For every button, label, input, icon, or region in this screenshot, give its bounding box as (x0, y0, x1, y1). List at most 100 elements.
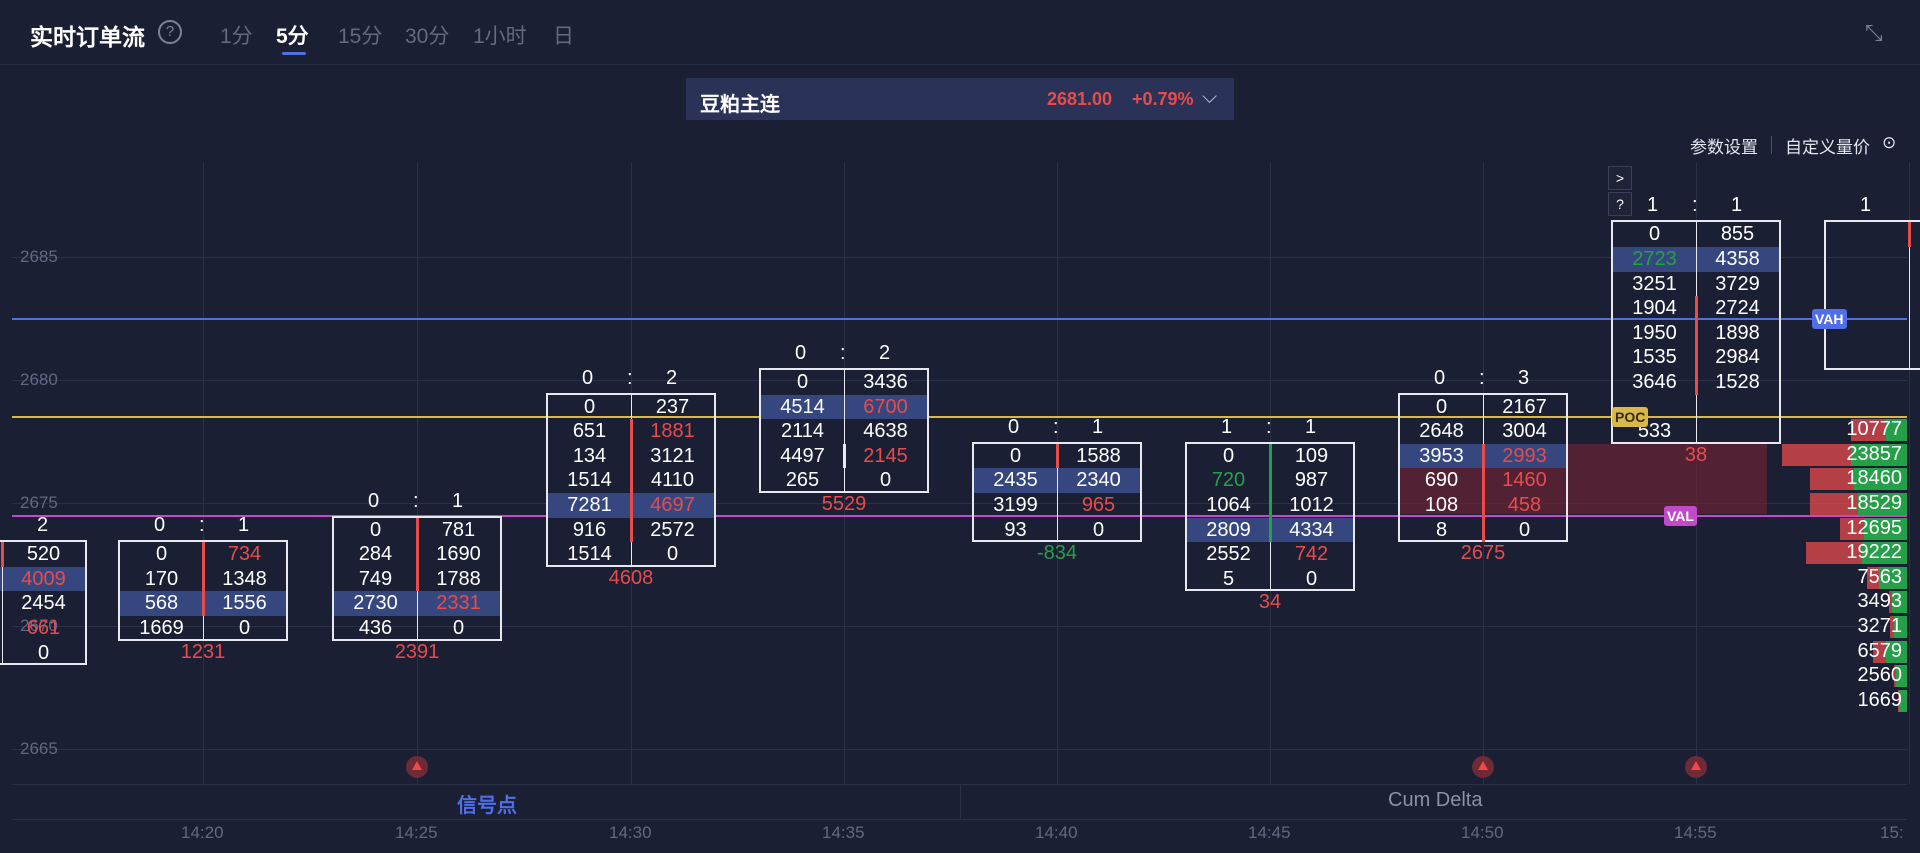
ask-volume: 4334 (1289, 518, 1334, 541)
footprint-row: 0 109 (1187, 444, 1353, 469)
volume-profile-value: 10777 (1846, 418, 1902, 441)
bar-ratio: 2 (0, 514, 87, 538)
volume-profile-value: 7563 (1857, 565, 1903, 588)
volume-profile-sell-segment (1879, 566, 1907, 589)
tab-30min[interactable]: 30分 (405, 25, 450, 48)
footprint-box[interactable]: 520 4009 2454 661 0 (0, 540, 87, 666)
bid-volume: 0 (369, 518, 382, 541)
tab-15min[interactable]: 15分 (338, 25, 383, 48)
footprint-row: 2648 3004 (1400, 419, 1566, 444)
ask-volume: 0 (666, 543, 679, 566)
footprint-box[interactable]: 0 855 2723 4358 3251 3729 1904 2724 1950 1898 1535… (1611, 220, 1781, 444)
grid-line-horizontal (12, 626, 1907, 628)
footprint-row: 7081 (1826, 247, 1920, 272)
volume-profile-buy-segment (1809, 493, 1859, 515)
volume-profile-sell-segment (1858, 493, 1907, 515)
ratio-colon: : (1053, 415, 1059, 438)
signal-point-icon[interactable] (406, 756, 428, 778)
footprint-box[interactable]: 0 781 284 1690 749 1788 2730 2331 436 0 (332, 515, 502, 641)
footprint-box[interactable]: 0 237 651 1881 134 3121 1514 4110 7281 4697 916 257… (546, 392, 716, 567)
ratio-left: 1 (1860, 194, 1872, 217)
x-axis-tick-label: 14:30 (609, 823, 652, 842)
volume-profile-sell-segment (1850, 443, 1907, 466)
ask-volume: 1460 (1502, 469, 1547, 492)
help-small-button[interactable]: ? (1608, 192, 1632, 216)
candle-body (1908, 222, 1911, 247)
x-axis-tick-label: 14:40 (1035, 823, 1078, 842)
signal-point-icon[interactable] (1685, 756, 1707, 778)
ask-volume: 0 (1305, 567, 1318, 590)
footprint-row: 3251 3729 (1613, 272, 1779, 297)
ratio-left: 1 (1647, 194, 1659, 217)
bid-volume: 1064 (1206, 493, 1251, 516)
settings-circle-icon[interactable]: ⊙ (1882, 133, 1897, 152)
ratio-left: 0 (1434, 366, 1446, 389)
bar-ratio: 1: 1 (1611, 194, 1781, 218)
product-selector[interactable]: 豆粕主连 2681.00 +0.79% ⌵ (686, 78, 1234, 120)
bar-ratio: 1 (1824, 194, 1920, 218)
ratio-right: 2 (879, 342, 891, 364)
custom-volume-price-button[interactable]: 自定义量价 (1785, 138, 1870, 157)
ask-volume: 1588 (1076, 444, 1121, 467)
tab-cum-delta[interactable]: Cum Delta (1388, 789, 1483, 811)
volume-profile-value: 3493 (1857, 590, 1903, 613)
chevron-down-icon[interactable]: ⌵ (1202, 86, 1218, 108)
footprint-row: 6980 (1826, 272, 1920, 297)
bid-volume: 0 (155, 543, 168, 566)
tab-day[interactable]: 日 (553, 25, 574, 48)
volume-profile-value: 18529 (1846, 492, 1902, 514)
volume-profile-buy-segment (1872, 640, 1887, 663)
shrink-icon[interactable]: ⤡ (1865, 20, 1883, 45)
ratio-colon: : (1692, 194, 1698, 217)
volume-profile-sell-segment (1894, 616, 1907, 638)
footprint-row: 1904 2724 (1613, 296, 1779, 321)
bid-volume: 651 (572, 420, 607, 443)
help-icon[interactable]: ? (158, 20, 182, 44)
bid-volume: 170 (144, 567, 179, 590)
ask-volume: 4009 (21, 567, 66, 590)
footprint-box[interactable]: 0 2167 2648 3004 3953 2993 690 1460 108 458 8 0 (1398, 392, 1568, 543)
volume-profile-buy-segment (1850, 419, 1886, 442)
toolbar-divider (1771, 136, 1772, 154)
ask-volume: 5848 (1909, 321, 1920, 346)
tab-1min[interactable]: 1分 (220, 25, 253, 48)
product-name: 豆粕主连 (700, 94, 780, 116)
ask-volume: 237 (655, 395, 690, 418)
bid-volume: 3199 (993, 493, 1038, 516)
ask-volume: 661 (26, 616, 61, 639)
footprint-box[interactable]: 0 734 170 1348 568 1556 1669 0 (118, 540, 288, 641)
footprint-row: 1514 4110 (548, 468, 714, 493)
volume-profile-buy-segment (1898, 689, 1900, 712)
val-line (12, 514, 1907, 517)
footprint-box[interactable]: 85570816980462858481519 (1824, 220, 1920, 370)
footprint-box[interactable]: 0 3436 4514 6700 2114 4638 4497 2145 265 0 (759, 368, 929, 493)
footprint-row: 265 0 (761, 468, 927, 493)
tab-1hour[interactable]: 1小时 (473, 25, 527, 48)
footprint-box[interactable]: 0 1588 2435 2340 3199 965 93 0 (972, 441, 1142, 543)
signal-point-icon[interactable] (1472, 756, 1494, 778)
volume-profile-sell-segment (1895, 665, 1907, 688)
active-tab-indicator (282, 52, 306, 55)
tab-signal-points[interactable]: 信号点 (457, 795, 517, 817)
x-axis-tick-label: 14:20 (181, 823, 224, 842)
ratio-right: 1 (1305, 415, 1317, 438)
ask-volume: 2993 (1502, 444, 1547, 467)
volume-profile-value: 3271 (1857, 615, 1903, 637)
tab-5min[interactable]: 5分 (276, 25, 309, 48)
volume-profile-sell-segment (1892, 591, 1907, 614)
bid-volume: 1514 (567, 543, 612, 566)
bar-delta: 5529 (821, 493, 867, 515)
params-settings-button[interactable]: 参数设置 (1690, 138, 1758, 157)
ask-volume: 965 (1081, 493, 1116, 516)
footprint-row: 720 987 (1187, 468, 1353, 493)
ratio-left: 0 (154, 514, 166, 537)
ask-volume: 2340 (1076, 469, 1121, 492)
footprint-box[interactable]: 0 109 720 987 1064 1012 2809 4334 2552 742 5 0 (1185, 441, 1355, 592)
expand-small-button[interactable]: > (1608, 166, 1632, 190)
grid-line-vertical (417, 162, 418, 784)
footprint-row: 93 0 (974, 518, 1140, 543)
volume-profile-buy-segment (1840, 517, 1864, 540)
orderflow-chart[interactable]: 2685 2680 2675 2670 2665 10777 23857 18460 18529… (0, 162, 1920, 784)
bar-ratio: 0: 2 (759, 342, 929, 366)
